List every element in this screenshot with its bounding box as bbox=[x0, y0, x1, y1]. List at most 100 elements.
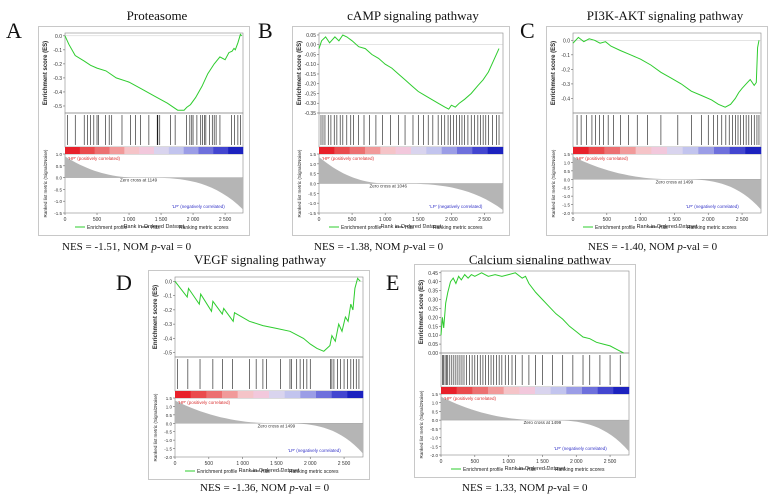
legend-label-enrichment: Enrichment profile bbox=[463, 467, 504, 473]
correlation-bar-segment bbox=[651, 147, 668, 154]
stat-line-e: NES = 1.33, NOM p-val = 0 bbox=[462, 482, 587, 494]
es-tick-label: 0.40 bbox=[428, 280, 438, 286]
correlation-bar-segment bbox=[487, 147, 504, 154]
x-tick-label: 2 500 bbox=[219, 217, 232, 223]
es-tick-label: -0.15 bbox=[305, 72, 317, 78]
zero-cross-label: Zero cross at 1499 bbox=[258, 423, 296, 428]
x-tick-label: 1 000 bbox=[502, 459, 515, 465]
correlation-bar-segment bbox=[456, 387, 473, 394]
rank-tick-label: -1.0 bbox=[430, 436, 438, 441]
x-tick-label: 2 000 bbox=[570, 459, 583, 465]
es-plot-frame bbox=[318, 32, 504, 114]
panel-title-d: VEGF signaling pathway bbox=[193, 252, 327, 267]
gsea-svg: 0.0 -0.1 -0.2 -0.3 -0.4 -0.5 1.5 1.0 0.5 0.0 -0.5 -… bbox=[153, 276, 364, 475]
correlation-bar-segment bbox=[331, 391, 348, 398]
x-axis-label: Rank in Ordered Dataset bbox=[637, 224, 698, 230]
correlation-bar-segment bbox=[426, 147, 442, 154]
es-tick-label: 0.05 bbox=[428, 342, 438, 348]
p-label-d: p bbox=[289, 482, 295, 494]
es-tick-label: 0.25 bbox=[428, 306, 438, 312]
x-tick-label: 500 bbox=[348, 217, 357, 223]
correlation-bar-segment bbox=[347, 391, 364, 398]
correlation-bar-segment bbox=[604, 147, 621, 154]
panel-title-c: PI3K-AKT signaling pathway bbox=[586, 8, 744, 23]
legend-label-ranking: Ranking metric scores bbox=[179, 225, 229, 231]
rank-tick-label: 1.0 bbox=[166, 404, 173, 409]
es-axis-label: Enrichment score (ES) bbox=[419, 280, 425, 344]
stat-line-b: NES = -1.38, NOM p-val = 0 bbox=[314, 241, 443, 253]
x-axis-label: Rank in Ordered Dataset bbox=[124, 224, 185, 230]
nes-label-e: NES = 1.33, NOM bbox=[462, 482, 548, 494]
correlation-bar-segment bbox=[316, 391, 332, 398]
es-tick-label: -0.5 bbox=[163, 351, 172, 357]
es-tick-label: 0.0 bbox=[165, 279, 172, 285]
rank-tick-label: -1.0 bbox=[562, 194, 570, 199]
rank-tick-label: -2.0 bbox=[562, 211, 570, 216]
es-tick-label: -0.3 bbox=[53, 76, 62, 82]
correlation-bar-segment bbox=[253, 391, 270, 398]
rank-axis-label: Ranked list metric (Signal2Noise) bbox=[43, 149, 48, 217]
correlation-bar-segment bbox=[566, 387, 583, 394]
correlation-bar-segment bbox=[613, 387, 630, 394]
x-tick-label: 2 500 bbox=[604, 459, 617, 465]
enrichment-profile-line bbox=[572, 36, 760, 108]
panel-title-a: Proteasome bbox=[126, 8, 188, 23]
es-tick-label: -0.4 bbox=[53, 90, 62, 96]
es-tick-label: -0.35 bbox=[305, 111, 317, 117]
es-axis-label: Enrichment score (ES) bbox=[297, 41, 303, 105]
es-tick-label: 0.00 bbox=[428, 351, 438, 357]
gsea-svg: 0.450.400.350.300.250.200.150.100.050.00… bbox=[419, 270, 630, 473]
legend-label-ranking: Ranking metric scores bbox=[433, 225, 483, 231]
rank-tick-label: 0.5 bbox=[564, 169, 571, 174]
es-tick-label: 0.05 bbox=[306, 33, 316, 39]
rank-tick-label: -0.5 bbox=[54, 187, 62, 192]
rank-tick-label: -1.0 bbox=[308, 201, 316, 206]
x-axis-label: Rank in Ordered Dataset bbox=[381, 224, 442, 230]
rank-tick-label: -0.5 bbox=[430, 427, 438, 432]
correlation-bar-segment bbox=[65, 147, 81, 154]
correlation-bar-segment bbox=[334, 147, 350, 154]
gsea-plot-d: 0.0 -0.1 -0.2 -0.3 -0.4 -0.5 1.5 1.0 0.5 0.0 -0.5 -… bbox=[148, 270, 370, 480]
correlation-bar-segment bbox=[213, 147, 229, 154]
ranking-metric-area bbox=[573, 156, 761, 210]
nes-label-d: NES = -1.36, NOM bbox=[200, 482, 290, 494]
x-tick-label: 500 bbox=[471, 459, 480, 465]
correlation-bar-segment bbox=[472, 387, 489, 394]
enrichment-profile-line bbox=[64, 33, 243, 111]
positive-correlation-label: 'HP' (positively correlated) bbox=[322, 156, 374, 161]
es-plot-frame bbox=[64, 32, 244, 114]
correlation-bar-segment bbox=[124, 147, 140, 154]
x-tick-label: 2 000 bbox=[304, 461, 317, 467]
correlation-bar-segment bbox=[620, 147, 636, 154]
correlation-bar-segment bbox=[190, 391, 207, 398]
rank-axis-label: Ranked list metric (Signal2Noise) bbox=[297, 149, 302, 217]
legend-label-enrichment: Enrichment profile bbox=[341, 225, 382, 231]
correlation-bar-segment bbox=[488, 387, 504, 394]
pval-label-d: -val = 0 bbox=[294, 482, 330, 494]
correlation-bar-segment bbox=[395, 147, 412, 154]
rank-tick-label: 1.5 bbox=[310, 152, 317, 157]
legend-label-ranking: Ranking metric scores bbox=[289, 469, 339, 475]
rank-tick-label: -0.5 bbox=[308, 191, 316, 196]
es-tick-label: 0.0 bbox=[563, 38, 570, 44]
x-tick-label: 0 bbox=[440, 459, 443, 465]
es-tick-label: -0.05 bbox=[305, 52, 317, 58]
x-tick-label: 1 000 bbox=[634, 217, 647, 223]
correlation-bar-segment bbox=[222, 391, 238, 398]
correlation-bar-segment bbox=[441, 387, 457, 394]
es-tick-label: 0.30 bbox=[428, 298, 438, 304]
es-tick-label: -0.1 bbox=[163, 294, 172, 300]
pval-label-c: -val = 0 bbox=[682, 241, 718, 253]
zero-cross-label: Zero cross at 1046 bbox=[369, 184, 407, 189]
correlation-bar-segment bbox=[457, 147, 473, 154]
p-label-b: p bbox=[403, 241, 409, 253]
legend-label-ranking: Ranking metric scores bbox=[555, 467, 605, 473]
correlation-bar-segment bbox=[745, 147, 762, 154]
es-axis-label: Enrichment score (ES) bbox=[153, 285, 159, 349]
ranking-metric-area bbox=[175, 400, 363, 454]
rank-tick-label: 0.0 bbox=[310, 182, 317, 187]
rank-tick-label: 1.5 bbox=[432, 392, 439, 397]
enrichment-profile-line bbox=[174, 277, 361, 352]
ranking-metric-area bbox=[65, 156, 243, 210]
panel-title-e: Calcium signaling pathway bbox=[468, 252, 612, 267]
